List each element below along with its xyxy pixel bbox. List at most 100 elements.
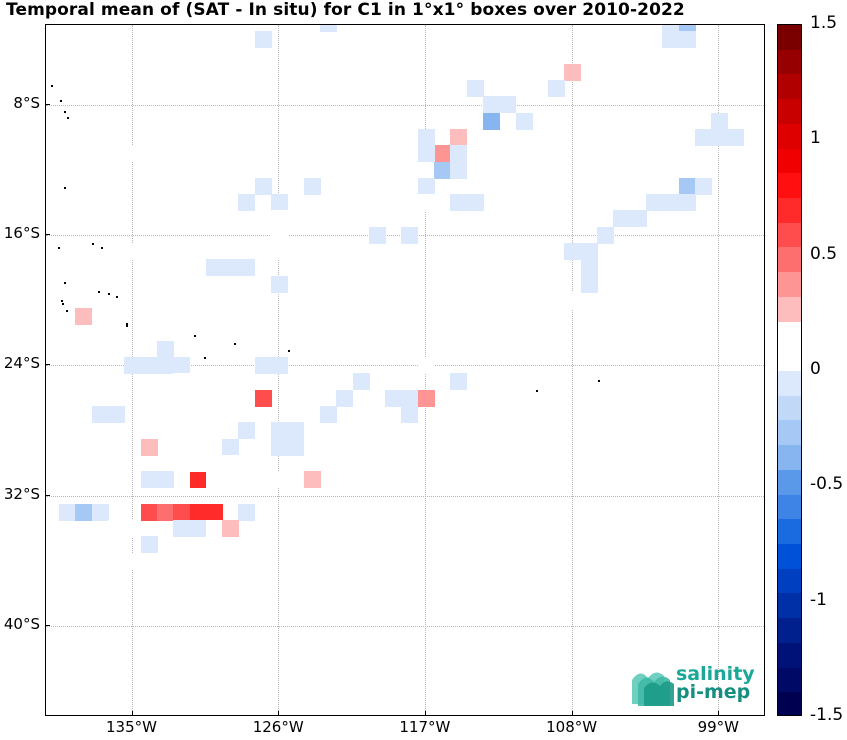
heatmap-cell — [678, 194, 696, 212]
heatmap-cell — [450, 194, 468, 212]
heatmap-cell — [645, 194, 663, 212]
heatmap-cell — [662, 31, 680, 49]
heatmap-cell — [156, 503, 174, 521]
longitude-tick-label: 117°W — [399, 718, 451, 736]
heatmap-cell — [254, 177, 272, 195]
colorbar-segment — [778, 25, 801, 51]
salinity-pi-mep-logo: salinity pi-mep — [630, 662, 760, 707]
heatmap-cell — [434, 161, 452, 179]
heatmap-cell — [156, 422, 174, 440]
heatmap-cell — [205, 454, 223, 472]
colorbar-segment — [778, 148, 801, 174]
heatmap-cell — [711, 128, 729, 146]
island-marker — [60, 100, 62, 102]
heatmap-cell — [450, 373, 468, 391]
heatmap-cell — [434, 194, 452, 212]
heatmap-cell — [238, 259, 256, 277]
heatmap-cell — [124, 552, 142, 570]
heatmap-cell — [743, 31, 761, 49]
heatmap-cell — [417, 177, 435, 195]
heatmap-cell — [222, 406, 240, 424]
island-marker — [66, 310, 68, 312]
heatmap-cell — [368, 226, 386, 244]
heatmap-cell — [385, 145, 403, 163]
colorbar-tick-label: 0 — [810, 359, 821, 379]
heatmap-cell — [482, 112, 500, 130]
heatmap-cell — [205, 520, 223, 538]
heatmap-cell — [303, 210, 321, 228]
heatmap-cell — [352, 25, 370, 32]
grid-line-parallel — [46, 495, 764, 497]
heatmap-cell — [59, 536, 77, 554]
heatmap-cell — [189, 503, 207, 521]
heatmap-cell — [597, 275, 615, 293]
heatmap-cell — [760, 177, 764, 195]
heatmap-cell — [401, 161, 419, 179]
heatmap-cell — [401, 226, 419, 244]
colorbar-segment — [778, 420, 801, 446]
map-plot-area[interactable] — [45, 24, 765, 716]
heatmap-cell — [319, 438, 337, 456]
heatmap-cell — [271, 275, 289, 293]
heatmap-cell — [271, 422, 289, 440]
heatmap-cell — [271, 226, 289, 244]
latitude-tick — [45, 494, 50, 496]
island-marker — [64, 282, 66, 284]
heatmap-cell — [124, 357, 142, 375]
heatmap-cell — [140, 536, 158, 554]
grid-line-parallel — [46, 626, 764, 628]
heatmap-cell — [222, 438, 240, 456]
island-marker — [126, 323, 128, 325]
grid-line-parallel — [46, 365, 764, 367]
heatmap-cell — [580, 275, 598, 293]
island-marker — [98, 291, 100, 293]
heatmap-cell — [564, 63, 582, 81]
colorbar-segment — [778, 173, 801, 199]
heatmap-cell — [271, 438, 289, 456]
longitude-tick — [424, 711, 426, 716]
heatmap-cell — [75, 503, 93, 521]
grid-line-meridian — [571, 25, 573, 715]
heatmap-cell — [564, 243, 582, 261]
longitude-tick — [278, 711, 280, 716]
heatmap-cell — [597, 259, 615, 277]
island-marker — [92, 243, 94, 245]
colorbar-segment — [778, 618, 801, 644]
heatmap-cell — [124, 520, 142, 538]
colorbar-segment — [778, 568, 801, 594]
heatmap-cell — [303, 471, 321, 489]
island-marker — [536, 390, 538, 392]
colorbar-segment — [778, 494, 801, 520]
longitude-tick — [571, 711, 573, 716]
heatmap-cell — [466, 194, 484, 212]
heatmap-cell — [173, 520, 191, 538]
heatmap-cell — [613, 210, 631, 228]
island-marker — [64, 111, 66, 113]
grid-line-meridian — [718, 25, 720, 715]
logo-line2: pi-mep — [676, 681, 751, 703]
heatmap-cell — [124, 145, 142, 163]
latitude-tick-label: 8°S — [13, 93, 40, 112]
latitude-tick — [45, 364, 50, 366]
island-marker — [58, 247, 60, 249]
island-marker — [51, 85, 53, 87]
heatmap-cell — [173, 357, 191, 375]
island-marker — [598, 380, 600, 382]
colorbar-tick-label: -0.5 — [810, 474, 844, 495]
heatmap-cell — [319, 25, 337, 32]
latitude-tick-label: 32°S — [3, 484, 40, 503]
heatmap-cell — [564, 291, 582, 309]
heatmap-cell — [368, 422, 386, 440]
heatmap-cell — [173, 438, 191, 456]
colorbar-segment — [778, 272, 801, 298]
colorbar-segment — [778, 99, 801, 125]
heatmap-cell — [417, 145, 435, 163]
heatmap-cell — [271, 243, 289, 261]
heatmap-cell — [694, 177, 712, 195]
colorbar-segment — [778, 198, 801, 224]
longitude-tick-label: 135°W — [106, 718, 157, 736]
heatmap-cell — [238, 503, 256, 521]
heatmap-cell — [189, 454, 207, 472]
island-marker — [116, 296, 118, 298]
heatmap-cell — [482, 96, 500, 114]
